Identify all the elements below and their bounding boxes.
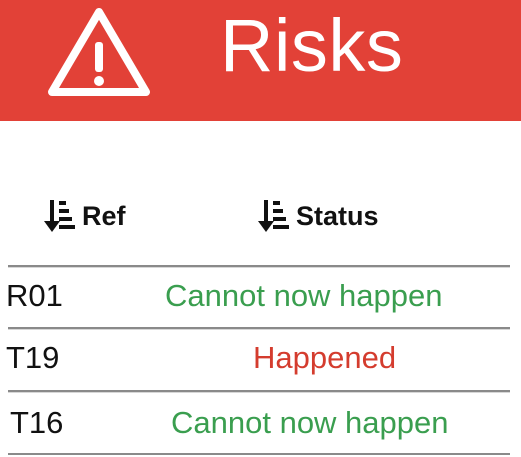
row-divider xyxy=(8,265,510,267)
table-row[interactable]: T16 Cannot now happen xyxy=(0,390,521,447)
risk-ref: T19 xyxy=(6,340,60,375)
warning-triangle-icon xyxy=(48,8,150,96)
risk-ref: R01 xyxy=(6,278,63,313)
column-header-ref[interactable]: Ref xyxy=(44,196,126,236)
risk-ref: T16 xyxy=(10,405,64,440)
column-label-status: Status xyxy=(296,201,379,231)
row-divider xyxy=(8,453,510,455)
row-divider xyxy=(8,327,510,329)
risk-status: Happened xyxy=(253,340,397,375)
row-divider xyxy=(8,390,510,392)
risk-status: Cannot now happen xyxy=(165,278,443,313)
sort-descending-icon xyxy=(258,200,289,232)
table-row[interactable]: R01 Cannot now happen xyxy=(0,265,521,322)
table-row[interactable]: T19 Happened xyxy=(0,327,521,384)
risk-status: Cannot now happen xyxy=(171,405,449,440)
column-label-ref: Ref xyxy=(82,201,126,231)
page-title: Risks xyxy=(220,4,404,87)
sort-descending-icon xyxy=(44,200,75,232)
risks-header: Risks xyxy=(0,0,521,121)
column-header-status[interactable]: Status xyxy=(258,196,379,236)
